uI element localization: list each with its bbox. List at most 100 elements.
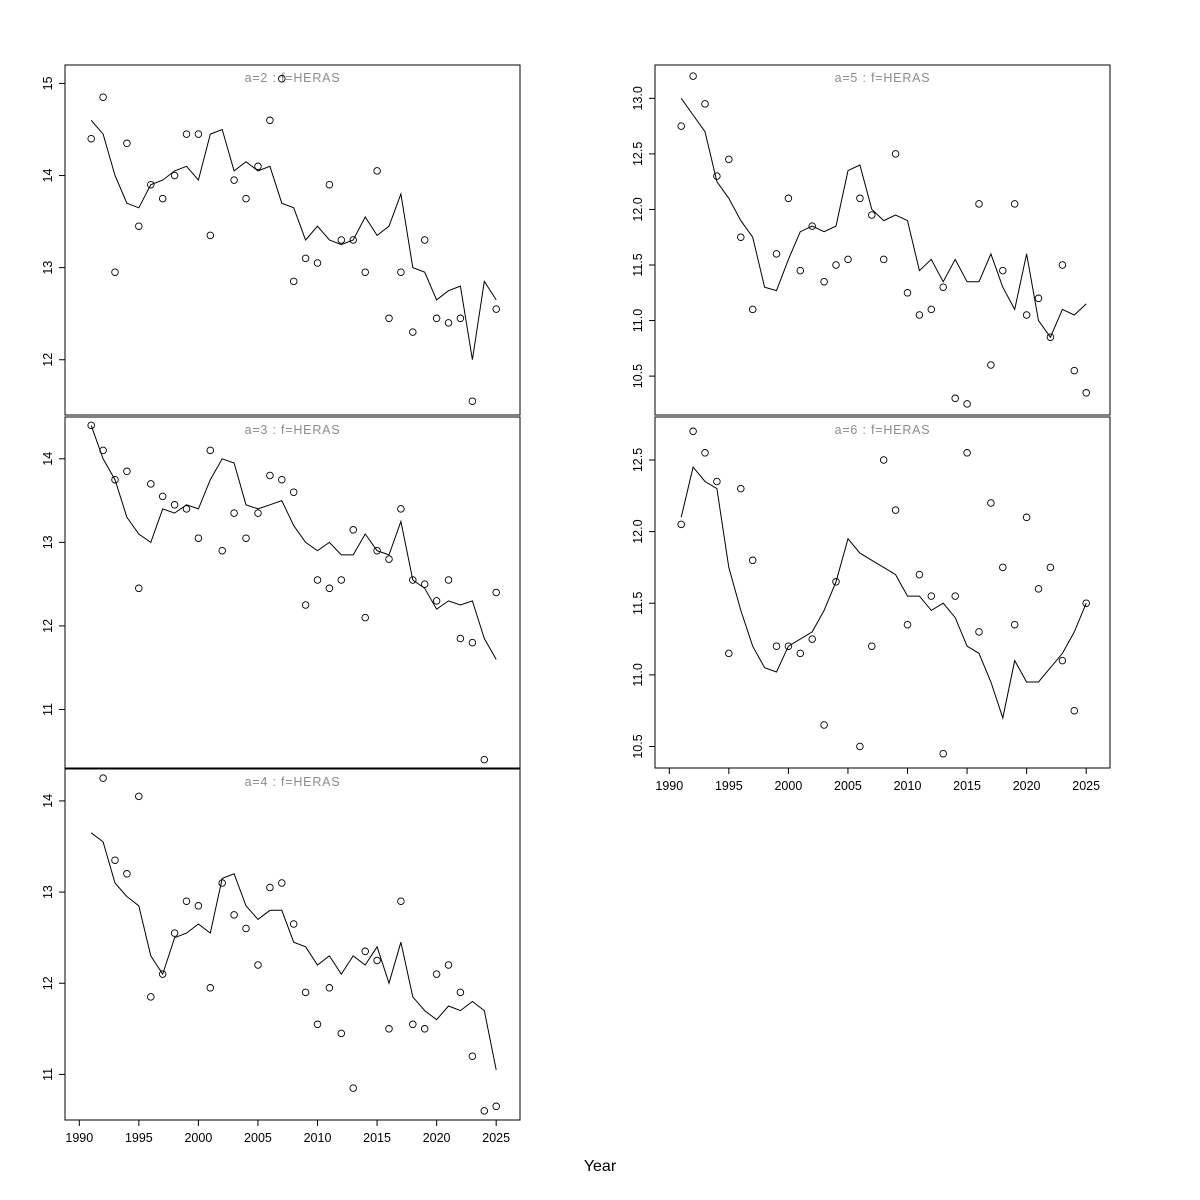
data-point xyxy=(927,305,936,314)
data-point xyxy=(361,613,369,622)
panel-title: a=3 : f=HERAS xyxy=(245,423,341,437)
data-point xyxy=(891,506,900,514)
data-point xyxy=(420,236,429,244)
panel-title: a=2 : f=HERAS xyxy=(245,71,341,85)
data-point xyxy=(289,488,298,496)
data-point xyxy=(677,122,685,130)
data-point xyxy=(158,194,167,203)
data-point xyxy=(915,311,924,319)
data-point xyxy=(689,72,697,80)
y-tick-label: 12.0 xyxy=(631,197,645,221)
data-point xyxy=(254,961,262,969)
data-point xyxy=(170,501,179,509)
panel-border xyxy=(64,768,521,1121)
data-point xyxy=(206,984,215,992)
data-point xyxy=(1058,656,1067,665)
data-point xyxy=(1022,513,1031,522)
data-point xyxy=(772,642,781,650)
data-point xyxy=(927,592,936,600)
data-point xyxy=(278,475,286,484)
data-point xyxy=(480,755,489,764)
data-point xyxy=(349,236,357,244)
data-point xyxy=(99,446,107,455)
data-point xyxy=(868,642,876,650)
y-tick-label: 11 xyxy=(41,703,55,716)
data-point xyxy=(337,1029,346,1038)
data-point xyxy=(444,961,453,969)
data-point xyxy=(301,988,310,997)
data-point xyxy=(337,236,346,244)
data-point xyxy=(373,546,381,555)
data-point xyxy=(987,499,995,507)
data-point xyxy=(170,929,179,937)
y-tick-label: 12.5 xyxy=(631,448,645,472)
data-point xyxy=(409,328,417,336)
panel-a4: a=4 : f=HERAS 11 12 13 14 1990 1995 2000 2005 201… xyxy=(41,768,521,1145)
y-tick-label: 15 xyxy=(41,76,55,90)
data-point xyxy=(349,526,357,534)
x-tick-label: 2025 xyxy=(1072,779,1100,793)
data-point xyxy=(111,856,119,864)
data-point xyxy=(409,1020,417,1029)
data-point xyxy=(748,305,757,314)
data-point xyxy=(170,171,179,180)
y-tick-label: 11.0 xyxy=(631,309,645,332)
data-point xyxy=(158,970,167,978)
data-point xyxy=(748,556,757,565)
data-point xyxy=(397,897,405,905)
data-point xyxy=(891,150,900,158)
data-point xyxy=(939,283,947,291)
data-point xyxy=(444,319,453,327)
y-tick-label: 12 xyxy=(41,619,55,633)
y-tick-label: 11.5 xyxy=(631,253,645,276)
data-point xyxy=(1010,620,1019,629)
data-point xyxy=(301,254,310,263)
data-point xyxy=(963,449,971,457)
data-point xyxy=(337,576,346,584)
data-point xyxy=(182,130,191,138)
data-point xyxy=(135,584,143,593)
data-point xyxy=(963,400,971,408)
fit-line xyxy=(680,466,1087,720)
data-point xyxy=(432,597,441,605)
data-point xyxy=(206,446,215,455)
data-point xyxy=(844,255,852,264)
data-point xyxy=(456,988,465,997)
data-point xyxy=(158,492,167,501)
data-point xyxy=(468,397,477,405)
data-point xyxy=(147,180,155,189)
y-tick-label: 10.5 xyxy=(631,734,645,758)
data-point xyxy=(444,576,453,584)
data-point xyxy=(820,721,828,729)
x-tick-label: 1990 xyxy=(65,1131,93,1145)
data-point xyxy=(492,1102,500,1111)
data-point xyxy=(879,255,888,264)
x-tick-label: 2000 xyxy=(184,1131,212,1145)
x-tick-label: 1995 xyxy=(715,779,743,793)
y-tick-label: 11.0 xyxy=(631,663,645,686)
data-point xyxy=(456,634,465,643)
x-tick-label: 2005 xyxy=(244,1131,272,1145)
data-point xyxy=(784,194,793,203)
data-point xyxy=(1034,585,1043,593)
data-point xyxy=(468,1052,477,1060)
data-point xyxy=(313,576,322,584)
data-point xyxy=(147,993,155,1001)
panel-a5: a=5 : f=HERAS 10.5 11.0 11.5 12.0 12.5 13.0 xyxy=(631,64,1111,416)
data-point xyxy=(420,1025,429,1033)
data-point xyxy=(796,649,805,658)
data-point xyxy=(349,1084,357,1092)
data-point xyxy=(373,956,381,965)
data-point xyxy=(725,155,733,164)
data-point xyxy=(784,642,793,650)
y-tick-label: 12.5 xyxy=(631,142,645,166)
data-point xyxy=(301,601,310,609)
y-tick-label: 13 xyxy=(41,535,55,549)
data-point xyxy=(737,484,745,493)
fit-line xyxy=(90,832,497,1070)
x-tick-label: 1990 xyxy=(655,779,683,793)
data-point xyxy=(1046,563,1055,572)
data-point xyxy=(218,546,226,555)
data-point xyxy=(123,870,131,878)
